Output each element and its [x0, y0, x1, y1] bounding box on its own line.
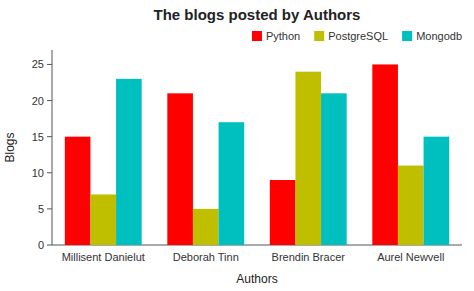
y-tick-label: 20 [32, 95, 44, 107]
legend-item: PostgreSQL [314, 30, 388, 42]
x-tick-label: Millisent Danielut [62, 251, 145, 263]
bar [295, 72, 321, 245]
y-tick [47, 208, 52, 209]
bar [116, 79, 142, 245]
bar [424, 137, 450, 245]
legend-item: Mongodb [402, 30, 462, 42]
y-tick-label: 5 [38, 203, 44, 215]
legend-item: Python [252, 30, 300, 42]
y-tick-label: 15 [32, 131, 44, 143]
bar [90, 194, 116, 245]
legend: Python PostgreSQL Mongodb [252, 30, 462, 42]
y-tick-label: 25 [32, 58, 44, 70]
x-tick-label: Aurel Newvell [377, 251, 444, 263]
legend-swatch [252, 31, 262, 41]
bar [193, 209, 219, 245]
legend-swatch [402, 31, 412, 41]
x-tick-label: Deborah Tinn [173, 251, 239, 263]
y-tick [47, 245, 52, 246]
y-tick [47, 64, 52, 65]
x-axis-title: Authors [236, 272, 277, 286]
y-axis-title: Blogs [3, 132, 17, 162]
legend-label: PostgreSQL [328, 30, 388, 42]
bar [65, 137, 91, 245]
bar [321, 93, 347, 245]
bar [219, 122, 245, 245]
y-axis-line [52, 50, 53, 245]
bar [372, 64, 398, 245]
bar [398, 166, 424, 245]
x-tick-label: Brendin Bracer [272, 251, 346, 263]
legend-label: Mongodb [416, 30, 462, 42]
y-tick [47, 136, 52, 137]
legend-label: Python [266, 30, 300, 42]
bar [270, 180, 296, 245]
y-tick [47, 172, 52, 173]
y-tick [47, 100, 52, 101]
y-tick-label: 0 [38, 239, 44, 251]
axes: 0 5 10 15 20 25 Millisent Danielut Deborah Tinn… [32, 50, 462, 263]
bar [167, 93, 193, 245]
chart: The blogs posted by Authors 0 5 10 15 20 25 Mil… [0, 0, 474, 291]
bars [65, 64, 449, 245]
title: The blogs posted by Authors [154, 6, 361, 23]
legend-swatch [314, 31, 324, 41]
y-tick-label: 10 [32, 167, 44, 179]
